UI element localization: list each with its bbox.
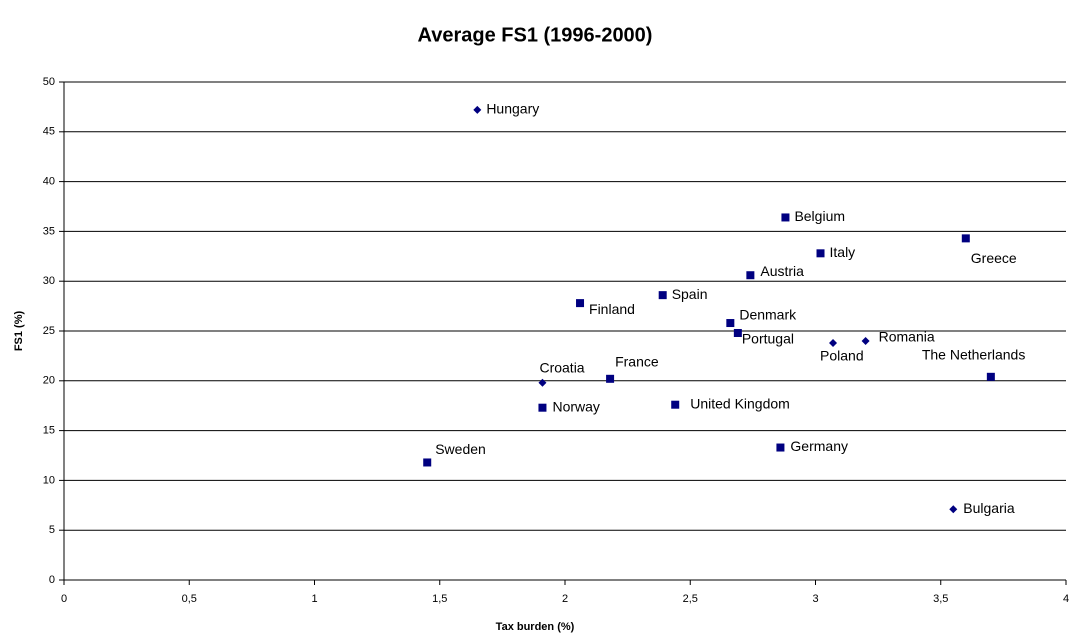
point xyxy=(658,291,667,300)
x-tick-label: 4 xyxy=(1063,593,1069,605)
point xyxy=(538,378,547,387)
x-tick-label: 3 xyxy=(812,593,818,605)
point-label: Spain xyxy=(672,286,708,302)
y-axis-label: FS1 (%) xyxy=(13,310,25,351)
point-label: Hungary xyxy=(486,101,539,117)
x-tick-label: 0,5 xyxy=(182,593,197,605)
x-tick-label: 2 xyxy=(562,593,568,605)
y-tick-label: 30 xyxy=(43,275,55,287)
point xyxy=(726,319,735,328)
y-tick-label: 15 xyxy=(43,425,55,437)
point-label: Poland xyxy=(820,348,864,364)
point-label: Norway xyxy=(552,398,599,414)
point-label: Austria xyxy=(760,263,804,279)
point-label: Germany xyxy=(790,438,848,454)
y-tick-label: 20 xyxy=(43,375,55,387)
x-tick-label: 0 xyxy=(61,593,67,605)
y-tick-label: 25 xyxy=(43,325,55,337)
point-label: Italy xyxy=(830,244,856,260)
point xyxy=(949,505,958,514)
y-tick-label: 50 xyxy=(43,76,55,88)
point-label: Portugal xyxy=(742,331,794,347)
point xyxy=(861,336,870,345)
point-label: Croatia xyxy=(539,359,584,375)
point xyxy=(781,213,790,222)
point xyxy=(733,328,742,337)
point xyxy=(538,403,547,412)
point-label: Bulgaria xyxy=(963,500,1015,516)
point-label: Greece xyxy=(971,250,1017,266)
point-label: Sweden xyxy=(435,441,486,457)
point xyxy=(576,299,585,308)
point xyxy=(829,338,838,347)
chart-title: Average FS1 (1996-2000) xyxy=(418,24,653,46)
point xyxy=(816,249,825,258)
y-tick-label: 40 xyxy=(43,176,55,188)
x-tick-label: 1,5 xyxy=(432,593,447,605)
point xyxy=(961,234,970,243)
point-label: United Kingdom xyxy=(690,395,790,411)
y-tick-label: 5 xyxy=(49,524,55,536)
point-label: Finland xyxy=(589,301,635,317)
point-label: Denmark xyxy=(739,307,797,323)
point xyxy=(423,458,432,467)
x-tick-label: 1 xyxy=(311,593,317,605)
point-label: Romania xyxy=(879,329,935,345)
y-tick-label: 0 xyxy=(49,574,55,586)
point xyxy=(776,443,785,452)
point-label: Belgium xyxy=(794,208,845,224)
y-tick-label: 10 xyxy=(43,474,55,486)
y-tick-label: 45 xyxy=(43,126,55,138)
point xyxy=(746,271,755,280)
point xyxy=(671,400,680,409)
x-tick-label: 2,5 xyxy=(683,593,698,605)
point-label: The Netherlands xyxy=(922,347,1026,363)
point-label: France xyxy=(615,354,659,370)
y-tick-label: 35 xyxy=(43,225,55,237)
point xyxy=(473,105,482,114)
point xyxy=(606,374,615,383)
x-tick-label: 3,5 xyxy=(933,593,948,605)
x-axis-label: Tax burden (%) xyxy=(496,621,575,633)
point xyxy=(986,372,995,381)
